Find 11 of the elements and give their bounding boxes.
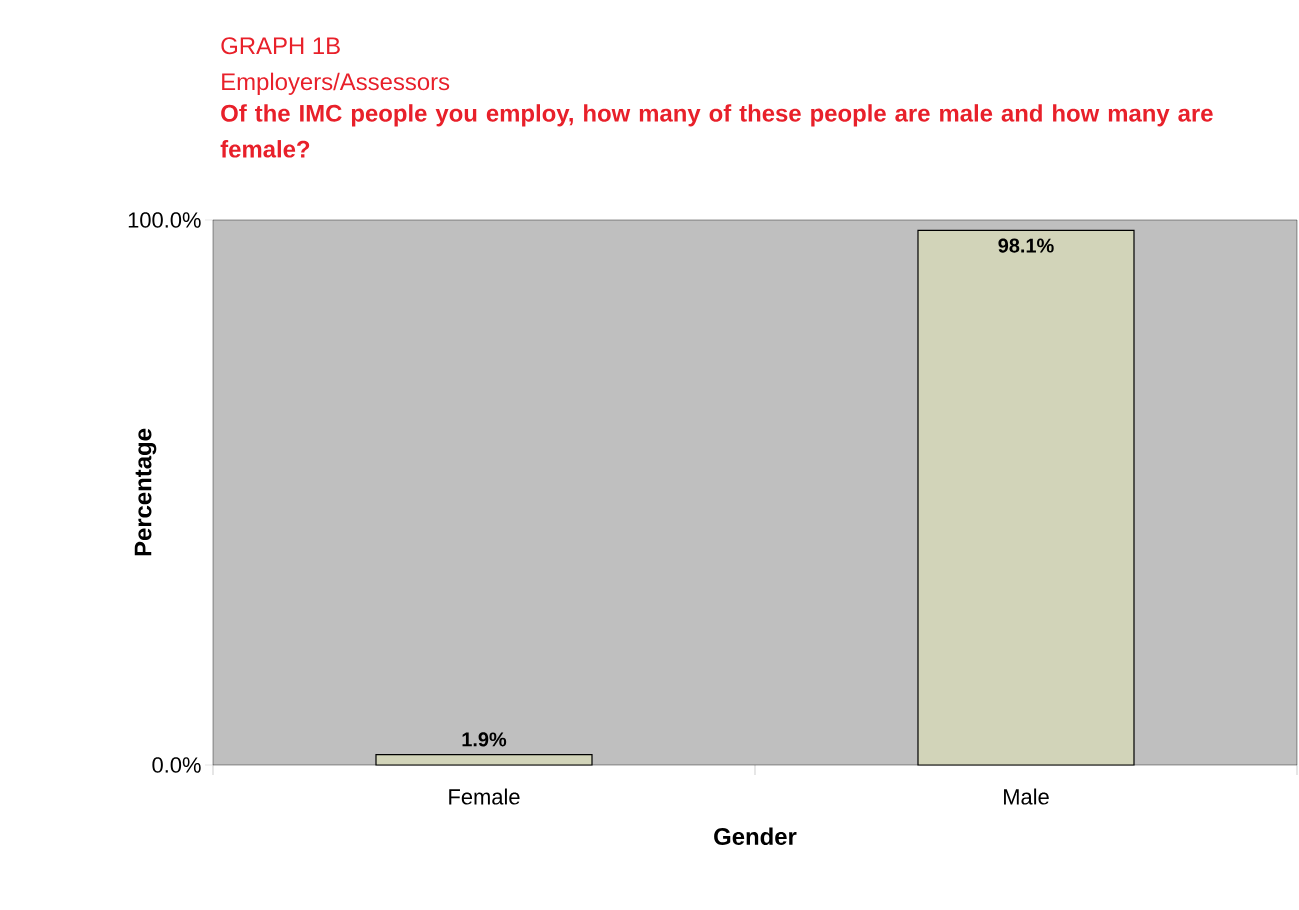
chart-title: GRAPH 1B: [221, 37, 340, 55]
x-axis-title: Gender: [714, 827, 797, 846]
x-tick-label: Female: [449, 788, 520, 805]
y-axis-title: Percentage: [134, 428, 157, 556]
y-tick-label: 0.0%: [152, 757, 201, 773]
data-label: 98.1%: [998, 238, 1054, 253]
y-tick-label: 100.0%: [128, 212, 201, 228]
data-label: 1.9%: [462, 732, 507, 747]
chart-subtitle: Employers/Assessors: [222, 72, 450, 95]
text: Of the IMC people you employ, how many of these people are male and how many are female?: [220, 104, 1213, 158]
x-tick-label: Male: [1004, 788, 1049, 805]
